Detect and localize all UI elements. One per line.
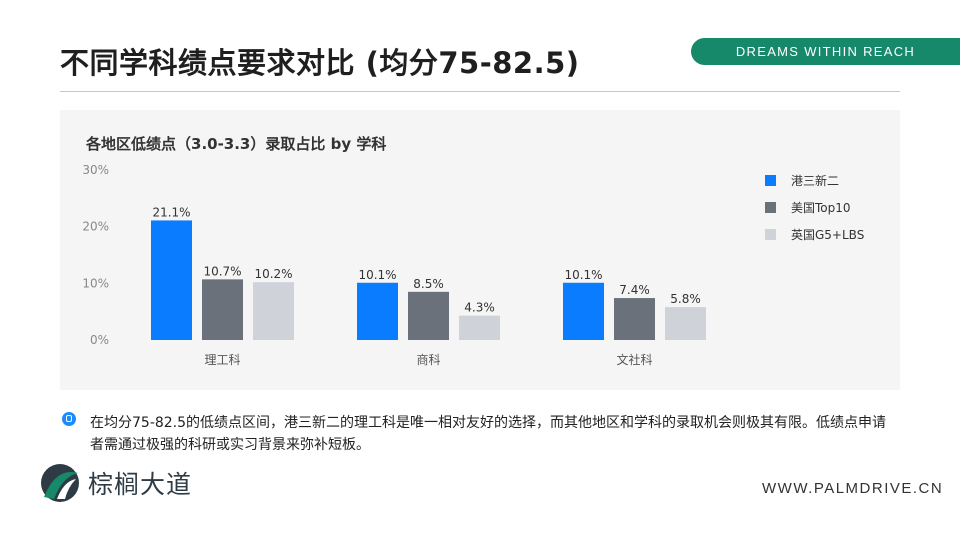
bar-3-2 (459, 315, 500, 340)
bar-1-2 (357, 282, 398, 340)
website-url: WWW.PALMDRIVE.CN (762, 480, 944, 497)
data-label: 10.7% (203, 264, 241, 278)
data-label: 4.3% (464, 301, 495, 315)
legend-label: 港三新二 (791, 173, 839, 188)
legend-label: 美国Top10 (791, 201, 851, 215)
legend-label: 英国G5+LBS (791, 228, 864, 242)
data-label: 10.2% (254, 267, 292, 281)
legend-swatch (765, 229, 776, 240)
legend-swatch (765, 202, 776, 213)
palmdrive-logo-icon (41, 464, 79, 502)
bar-chart: 0% 10% 20% 30% 21.1% 10.1% 10.1% 10.7% 8.5% 7.4% 1… (82, 163, 864, 367)
y-tick-label: 30% (82, 163, 109, 177)
data-label: 10.1% (358, 268, 396, 282)
data-label: 21.1% (152, 205, 190, 219)
chart-title: 各地区低绩点（3.0-3.3）录取占比 by 学科 (86, 135, 387, 153)
bar-3-1 (253, 282, 294, 340)
y-tick-label: 0% (90, 333, 109, 347)
x-tick-label: 理工科 (204, 353, 240, 367)
x-tick-label: 文社科 (616, 352, 652, 367)
bar-2-3 (614, 298, 655, 340)
chart-panel (60, 110, 900, 390)
data-label: 8.5% (413, 277, 444, 291)
bar-2-1 (202, 279, 243, 340)
bar-1-1 (151, 220, 192, 340)
lightbulb-icon (62, 412, 76, 426)
logo-wordmark: 棕榈大道 (88, 470, 193, 499)
data-label: 5.8% (670, 292, 701, 306)
bar-2-2 (408, 291, 449, 340)
x-tick-label: 商科 (416, 352, 440, 367)
summary-note: 在均分75-82.5的低绩点区间，港三新二的理工科是唯一相对友好的选择，而其他地… (90, 415, 887, 453)
bar-1-3 (563, 282, 604, 340)
data-label: 10.1% (564, 268, 602, 282)
y-tick-label: 20% (82, 220, 109, 234)
y-tick-label: 10% (82, 276, 109, 290)
slide-title: 不同学科绩点要求对比 (均分75-82.5) (60, 46, 580, 80)
title-divider (60, 91, 900, 92)
data-label: 7.4% (619, 283, 650, 297)
legend-swatch (765, 175, 776, 186)
bar-3-3 (665, 307, 706, 340)
brand-tagline: DREAMS WITHIN REACH (691, 38, 960, 65)
